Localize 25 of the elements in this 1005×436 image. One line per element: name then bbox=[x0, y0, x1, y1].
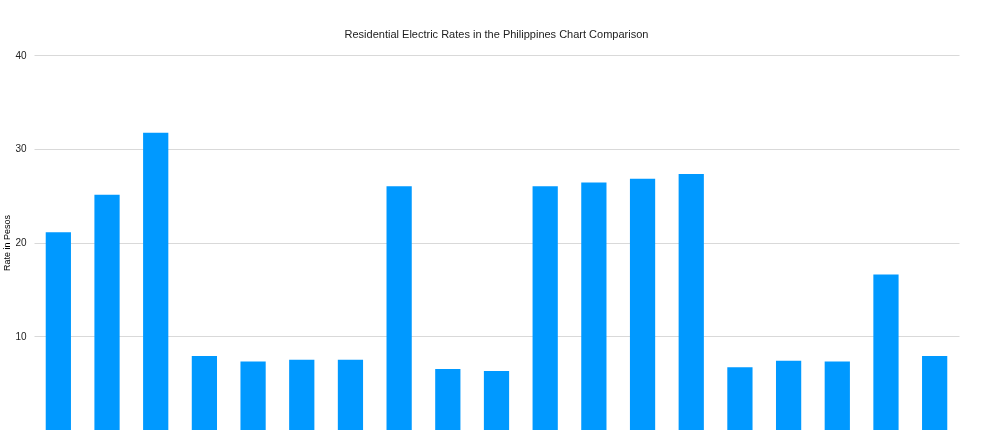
bar bbox=[581, 182, 607, 430]
bar bbox=[435, 369, 461, 430]
y-tick-label: 10 bbox=[15, 330, 27, 342]
bar bbox=[94, 194, 120, 430]
bar bbox=[678, 174, 704, 430]
bar bbox=[775, 360, 802, 430]
bar bbox=[532, 186, 558, 430]
bar bbox=[289, 359, 315, 430]
y-tick-label: 20 bbox=[15, 237, 27, 248]
bar bbox=[483, 370, 510, 430]
bar bbox=[143, 132, 169, 430]
bar bbox=[240, 361, 266, 430]
bar bbox=[824, 361, 850, 430]
chart-title: Residential Electric Rates in the Philippines Chart Comparison bbox=[344, 28, 649, 40]
bar bbox=[873, 274, 899, 430]
bar bbox=[386, 186, 412, 430]
bar bbox=[727, 367, 753, 430]
y-tick-label: 40 bbox=[15, 49, 27, 61]
y-tick-label: 30 bbox=[15, 143, 27, 155]
bar bbox=[191, 355, 218, 430]
bar bbox=[922, 355, 948, 430]
bar bbox=[337, 359, 364, 430]
bar bbox=[45, 232, 71, 430]
y-axis-title: Rate in Pesos bbox=[2, 214, 13, 272]
bar bbox=[629, 178, 656, 430]
